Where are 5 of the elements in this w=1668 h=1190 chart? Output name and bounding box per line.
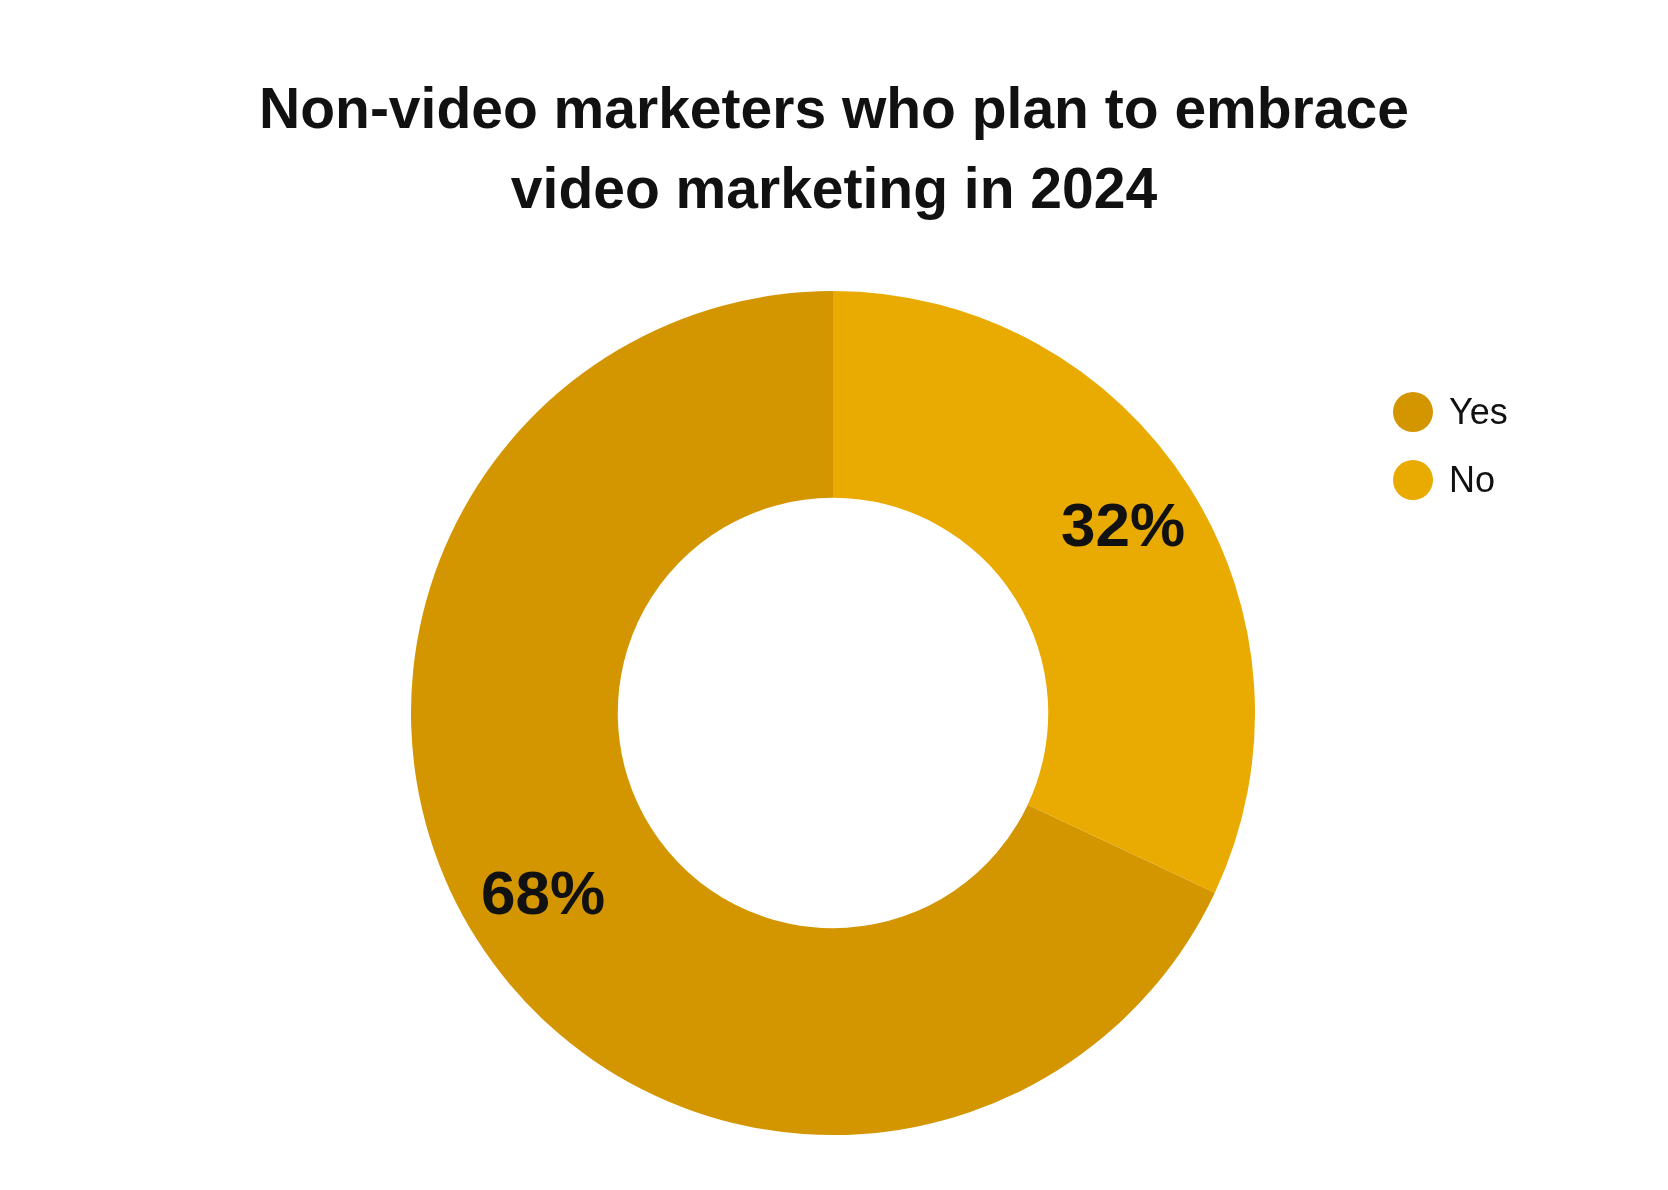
chart-title: Non-video marketers who plan to embrace video marketing in 2024 [258, 75, 1410, 222]
legend-label: Yes [1449, 391, 1508, 433]
legend-label: No [1449, 459, 1496, 501]
data-label: 68% [480, 858, 606, 928]
data-label: 32% [1060, 490, 1186, 560]
